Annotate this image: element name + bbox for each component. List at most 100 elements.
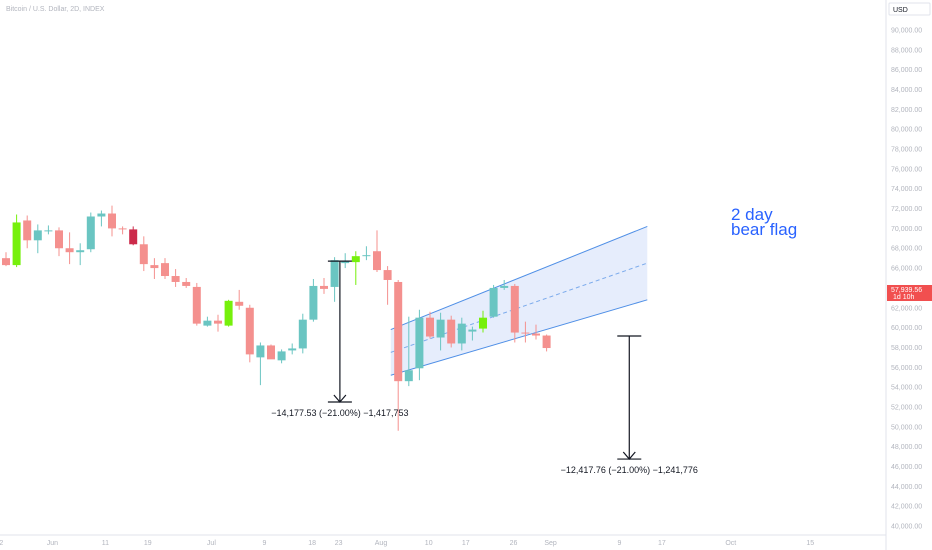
candle xyxy=(426,311,434,339)
candle-body xyxy=(86,216,95,250)
candle xyxy=(510,283,519,343)
candle xyxy=(2,252,10,267)
candle xyxy=(235,289,244,310)
candle xyxy=(542,334,551,352)
time-tick-label: 15 xyxy=(806,540,814,547)
candle-body xyxy=(542,335,551,349)
candle-body xyxy=(298,319,307,349)
candle xyxy=(500,279,509,290)
candle xyxy=(44,225,53,235)
candle xyxy=(457,317,466,351)
price-tick-label: 54,000.00 xyxy=(891,385,922,392)
price-tick-label: 72,000.00 xyxy=(891,206,922,213)
time-tick-label: 26 xyxy=(510,540,518,547)
candle-body xyxy=(97,213,106,217)
measure-arrowhead xyxy=(333,394,347,403)
time-tick-label: Jul xyxy=(207,540,216,547)
candle-body xyxy=(76,250,85,253)
candle xyxy=(532,324,540,340)
time-tick-label: 10 xyxy=(425,540,433,547)
candle-body xyxy=(330,260,339,287)
candle xyxy=(182,278,191,288)
candle xyxy=(351,251,360,285)
candle xyxy=(65,232,74,265)
candle xyxy=(192,282,201,326)
price-tick-label: 60,000.00 xyxy=(891,325,922,332)
candle-body xyxy=(341,261,350,264)
candle xyxy=(33,224,42,254)
candle xyxy=(330,257,339,302)
symbol-title: Bitcoin / U.S. Dollar, 2D, INDEX xyxy=(6,6,105,13)
candle-body xyxy=(532,333,540,336)
time-tick-label: 17 xyxy=(658,540,666,547)
time-tick-label: 22 xyxy=(0,540,3,547)
candle xyxy=(12,214,21,268)
candle xyxy=(76,243,85,266)
candle-body xyxy=(23,220,32,241)
candle-body xyxy=(436,319,445,338)
candle-body xyxy=(224,300,233,326)
candle xyxy=(139,236,148,272)
candle-body xyxy=(245,307,254,355)
candle xyxy=(150,258,159,279)
price-tick-label: 46,000.00 xyxy=(891,464,922,471)
candle-body xyxy=(394,281,403,382)
candle xyxy=(394,279,403,431)
candle xyxy=(404,316,413,387)
candle xyxy=(373,230,381,273)
time-tick-label: 9 xyxy=(618,540,622,547)
time-tick-label: Oct xyxy=(725,540,736,547)
candle xyxy=(171,269,180,287)
candle-body xyxy=(2,258,10,266)
price-tick-label: 70,000.00 xyxy=(891,226,922,233)
candle-body xyxy=(426,317,434,337)
candle xyxy=(23,215,32,249)
candle-body xyxy=(118,228,127,230)
candle xyxy=(489,284,498,318)
measure-tool: −14,177.53 (−21.00%) −1,417,753 xyxy=(271,260,409,418)
currency-button[interactable] xyxy=(888,2,931,16)
time-tick-label: 9 xyxy=(262,540,266,547)
candle-body xyxy=(203,320,212,326)
candle xyxy=(129,226,138,246)
candle-body xyxy=(489,287,498,317)
candle-body xyxy=(55,230,63,249)
candle xyxy=(479,310,487,333)
price-tick-label: 88,000.00 xyxy=(891,47,922,54)
candle-body xyxy=(457,323,466,344)
candle-body xyxy=(129,229,138,245)
price-tick-label: 74,000.00 xyxy=(891,186,922,193)
channel-upper-line xyxy=(390,225,648,331)
candle-body xyxy=(362,255,371,257)
candle-body xyxy=(192,286,201,324)
measure-label: −12,417.76 (−21.00%) −1,241,776 xyxy=(561,465,698,475)
measure-tool: −12,417.76 (−21.00%) −1,241,776 xyxy=(561,335,698,475)
price-scale[interactable]: USD 40,000.00 42,000.00 44,000.00 46,000.00… xyxy=(885,0,932,550)
candle xyxy=(267,344,275,360)
annotation-line-2: bear flag xyxy=(731,220,797,239)
time-tick-label: Jun xyxy=(47,540,58,547)
price-tick-label: 90,000.00 xyxy=(891,28,922,35)
candle-body xyxy=(320,285,328,289)
candle-body xyxy=(235,301,244,306)
time-scale[interactable]: 22 Jun 11 19 Jul 9 18 23 Aug 10 17 26 Sep 9 17 Oct 15 xyxy=(0,534,886,547)
price-tick-label: 44,000.00 xyxy=(891,484,922,491)
candle xyxy=(55,227,63,257)
price-tick-label: 68,000.00 xyxy=(891,246,922,253)
time-tick-label: 19 xyxy=(144,540,152,547)
price-tick-label: 42,000.00 xyxy=(891,504,922,511)
time-tick-label: 17 xyxy=(462,540,470,547)
candle-body xyxy=(351,256,360,263)
price-tick-label: 78,000.00 xyxy=(891,147,922,154)
candle xyxy=(288,343,297,355)
candle-body xyxy=(65,248,74,253)
candle-body xyxy=(309,285,318,320)
currency-label: USD xyxy=(893,7,908,14)
time-tick-label: 18 xyxy=(308,540,316,547)
time-tick-label: Sep xyxy=(544,540,557,547)
candle xyxy=(224,299,233,327)
price-tick-label: 58,000.00 xyxy=(891,345,922,352)
measure-arrowhead xyxy=(622,451,636,460)
candle-body xyxy=(12,222,21,266)
